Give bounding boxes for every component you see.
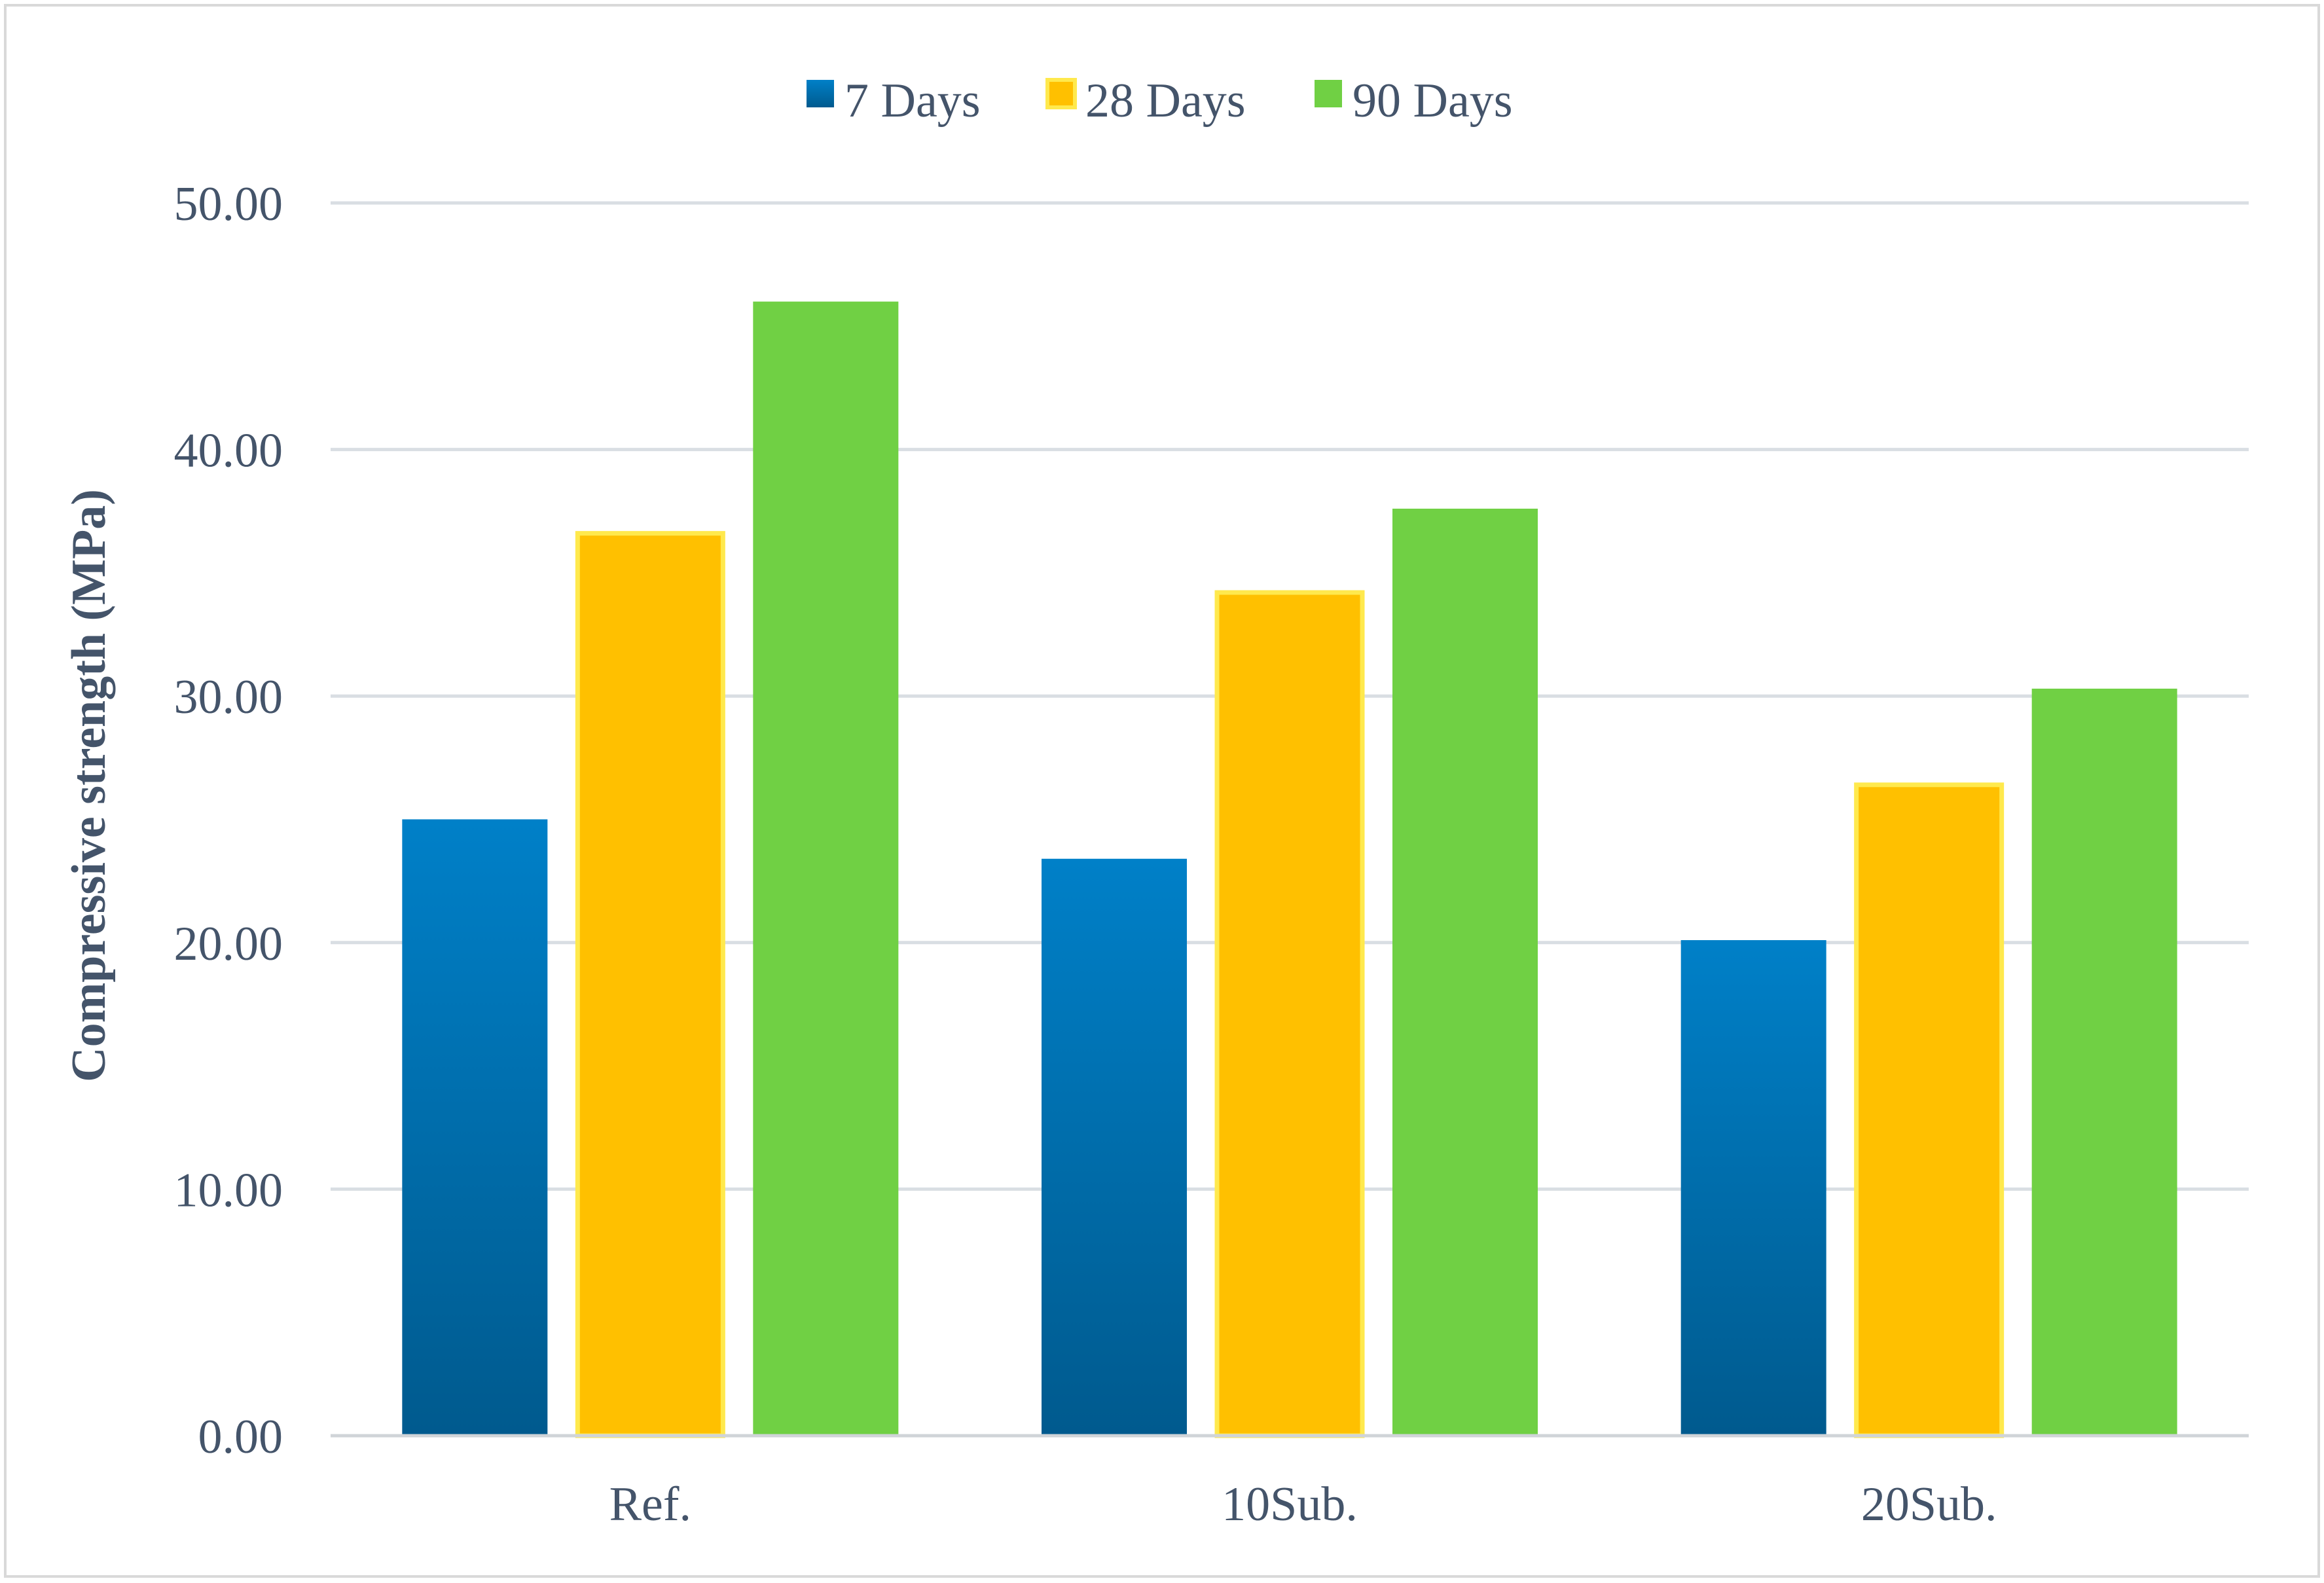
y-tick-label: 10.00 xyxy=(174,1163,283,1217)
x-category-label: 20Sub. xyxy=(1861,1478,1997,1531)
bars xyxy=(402,301,2177,1438)
bar-90-days-0 xyxy=(753,301,899,1436)
y-axis-title: Compressive strength (MPa) xyxy=(62,489,116,1082)
bar-7-days-1 xyxy=(1042,858,1187,1436)
legend-swatch-90-days xyxy=(1315,80,1342,107)
y-tick-label: 40.00 xyxy=(174,424,283,478)
y-axis-ticks: 0.00 10.00 20.00 30.00 40.00 50.00 xyxy=(174,177,283,1464)
y-tick-label: 50.00 xyxy=(174,177,283,231)
legend-label: 90 Days xyxy=(1353,74,1513,128)
legend-label: 28 Days xyxy=(1085,74,1246,128)
bar-28-days-1 xyxy=(1214,590,1365,1438)
y-tick-label: 30.00 xyxy=(174,670,283,724)
bar-7-days-2 xyxy=(1680,940,1826,1436)
x-category-label: Ref. xyxy=(609,1478,691,1531)
bar-90-days-1 xyxy=(1392,508,1538,1436)
y-tick-label: 0.00 xyxy=(198,1410,283,1464)
bar-28-days-2 xyxy=(1854,782,2005,1438)
legend-label: 7 Days xyxy=(844,74,981,128)
legend: 7 Days 28 Days 90 Days xyxy=(807,74,1513,128)
legend-swatch-28-days xyxy=(1045,78,1077,109)
bar-28-days-0 xyxy=(575,531,725,1438)
legend-swatch-7-days xyxy=(807,80,834,107)
y-tick-label: 20.00 xyxy=(174,917,283,971)
bar-90-days-2 xyxy=(2031,688,2177,1436)
x-axis-categories: Ref. 10Sub. 20Sub. xyxy=(609,1478,1997,1531)
bar-7-days-0 xyxy=(402,819,548,1436)
x-category-label: 10Sub. xyxy=(1222,1478,1358,1531)
